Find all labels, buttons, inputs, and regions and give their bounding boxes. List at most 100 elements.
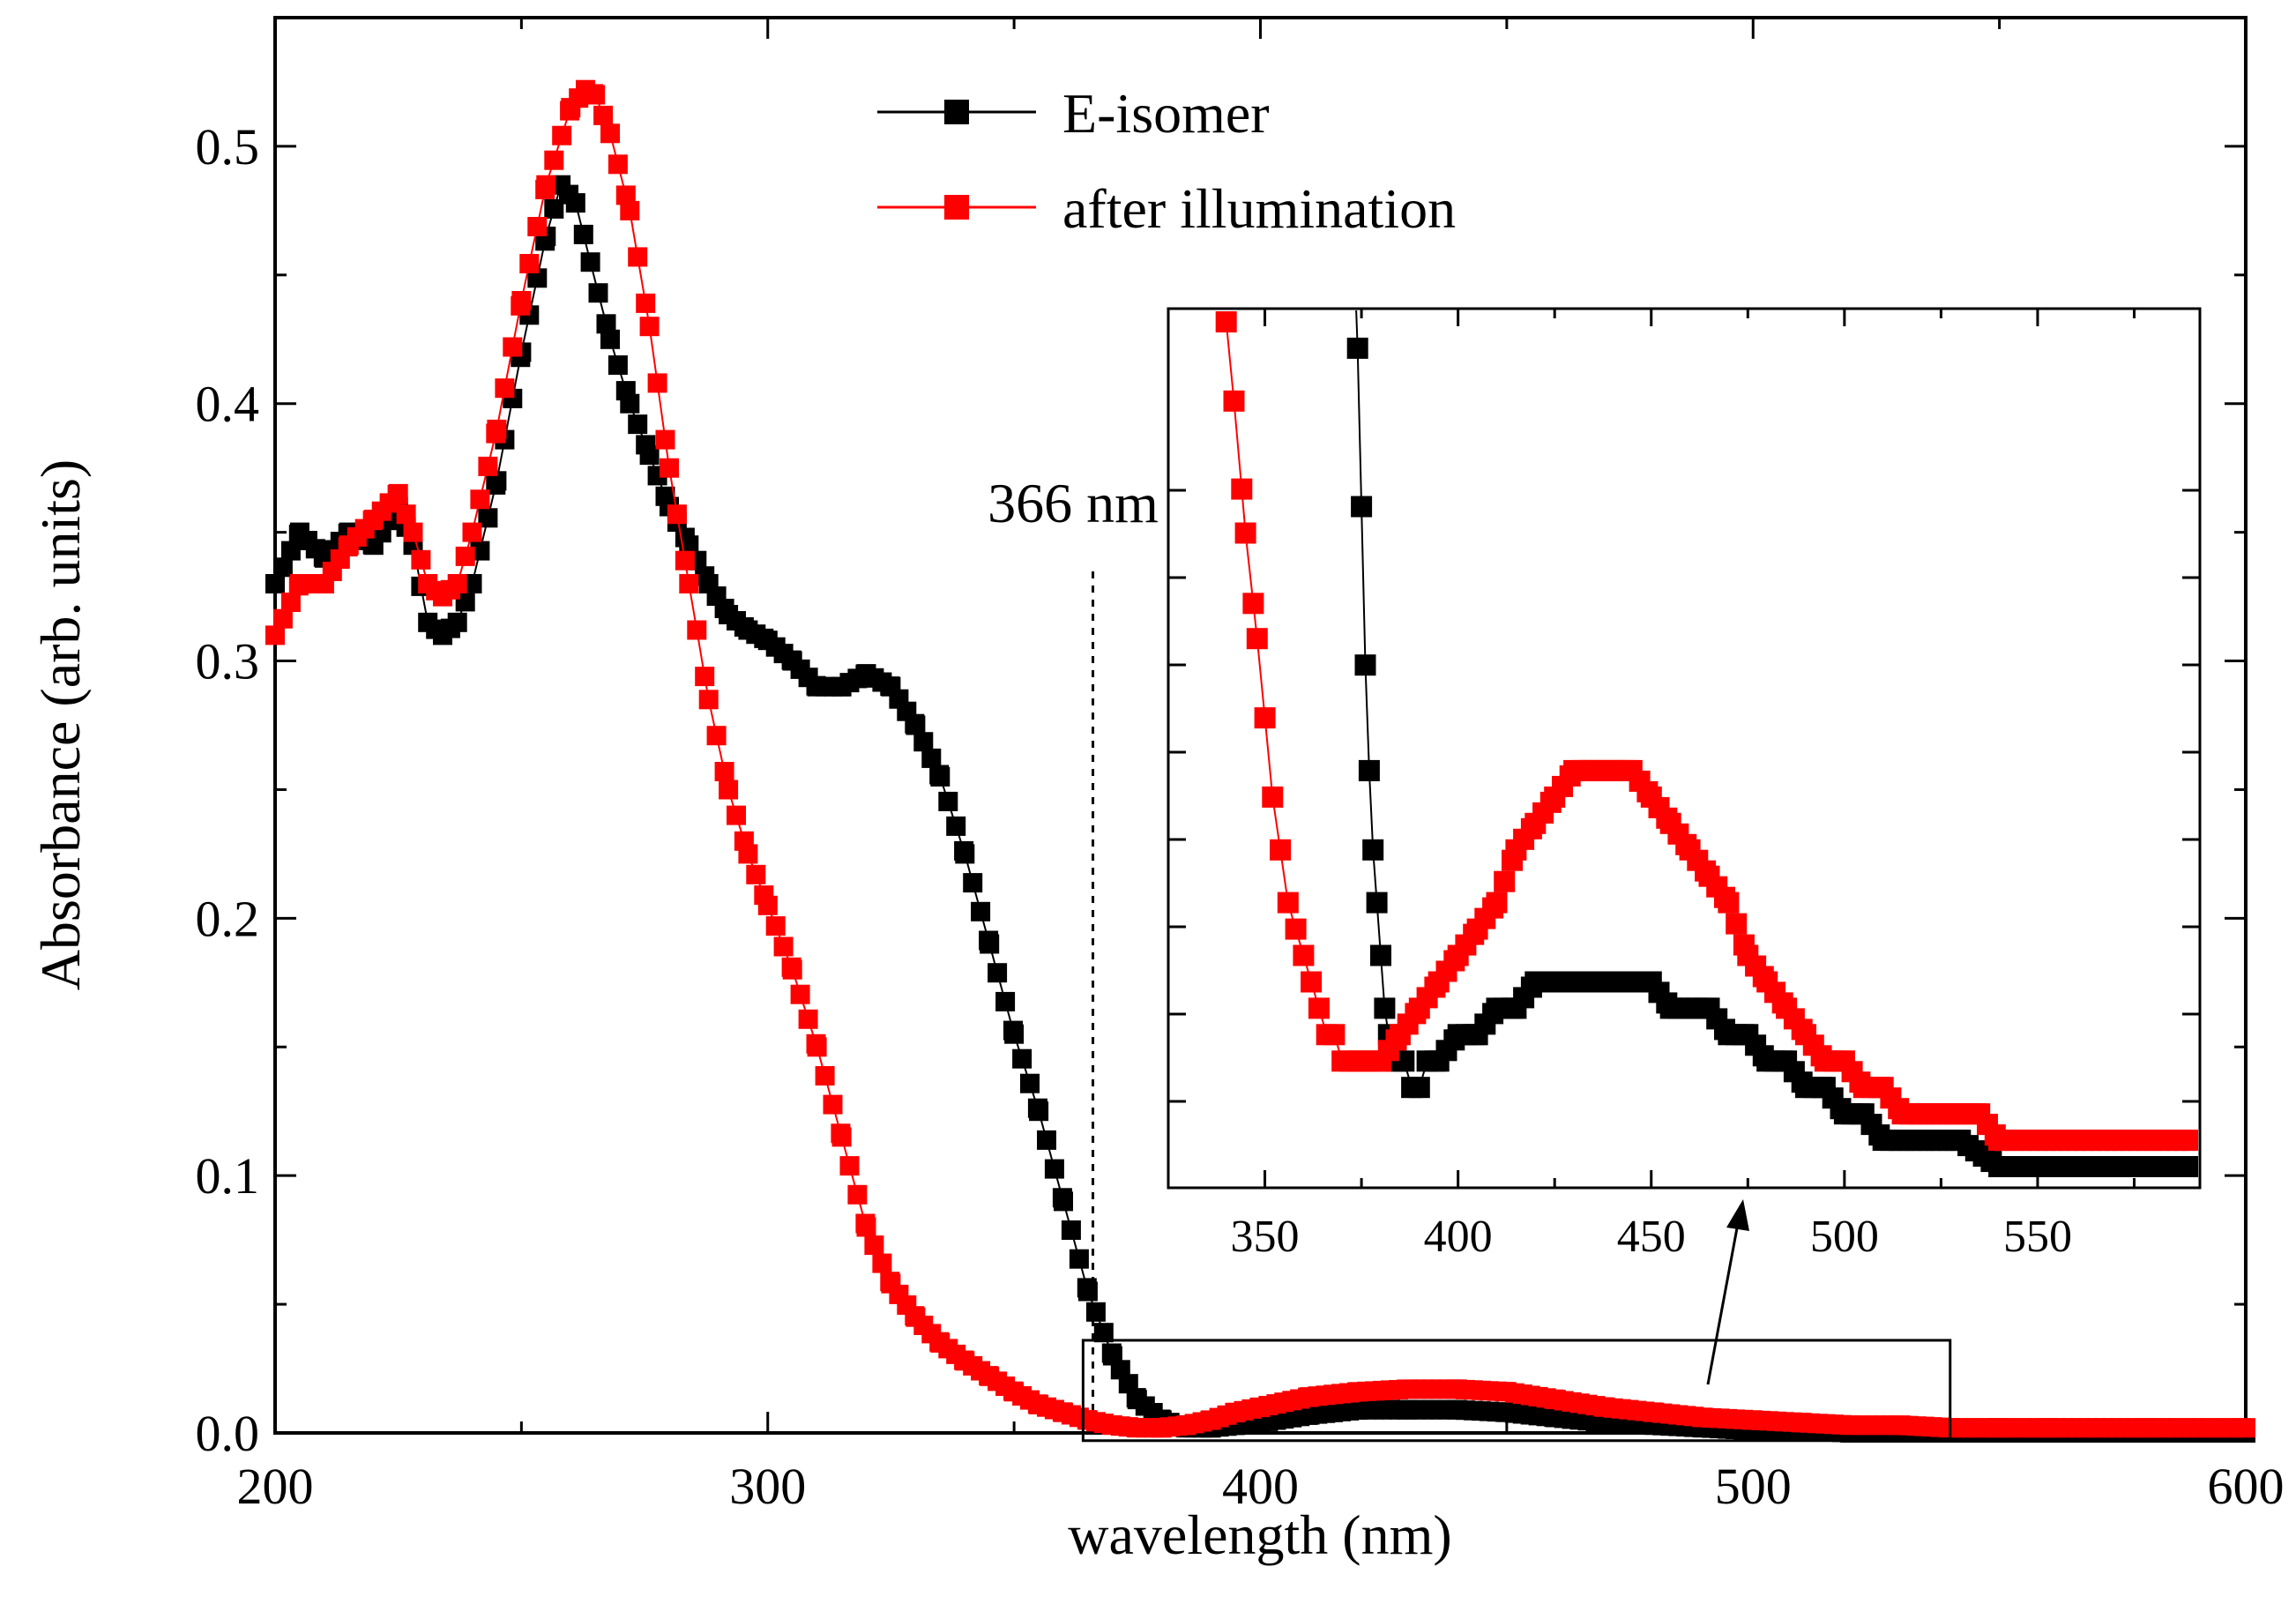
data-point bbox=[2236, 1418, 2255, 1438]
data-point bbox=[527, 217, 548, 236]
zoom-arrow-head bbox=[1726, 1199, 1749, 1231]
inset-data-point bbox=[1301, 971, 1323, 993]
inset-plot: 350 400 450 500 550 bbox=[1167, 307, 2202, 1262]
x-axis-title: wavelength (nm) bbox=[1068, 1503, 1451, 1566]
data-point bbox=[823, 1094, 843, 1115]
inset-data-point bbox=[1223, 390, 1245, 412]
legend-label-e-isomer: E-isomer bbox=[1062, 82, 1270, 145]
data-point bbox=[807, 1037, 827, 1057]
data-point bbox=[727, 805, 746, 825]
data-point bbox=[600, 329, 620, 349]
main-data-series bbox=[265, 79, 2255, 1443]
data-point bbox=[503, 337, 523, 357]
inset-x-tick-label: 550 bbox=[2003, 1212, 2072, 1262]
data-point bbox=[600, 123, 620, 144]
data-point bbox=[980, 934, 1000, 954]
data-point bbox=[639, 317, 660, 337]
data-point bbox=[757, 895, 778, 915]
data-point bbox=[946, 816, 966, 836]
inset-data-point bbox=[1726, 913, 1748, 935]
inset-data-point bbox=[1293, 944, 1315, 966]
data-point bbox=[856, 1217, 876, 1237]
data-point bbox=[478, 508, 498, 528]
y-axis-title: Absorbance (arb. units) bbox=[29, 459, 92, 990]
data-point bbox=[790, 984, 810, 1004]
data-point bbox=[988, 963, 1008, 983]
data-point bbox=[655, 429, 675, 450]
data-point bbox=[620, 200, 640, 220]
data-point bbox=[695, 667, 715, 687]
y-tick-label: 0.0 bbox=[196, 1405, 260, 1462]
data-point bbox=[1085, 1302, 1106, 1322]
data-point bbox=[746, 864, 766, 884]
zoom-region-box bbox=[1081, 1339, 1952, 1443]
data-point bbox=[660, 458, 679, 478]
data-point bbox=[628, 247, 648, 267]
y-tick-label: 0.1 bbox=[196, 1147, 260, 1205]
data-point bbox=[478, 456, 498, 476]
inset-data-point bbox=[1308, 997, 1330, 1019]
data-point bbox=[913, 732, 934, 752]
main-y-tick-labels: 0.0 0.1 0.2 0.3 0.4 0.5 bbox=[196, 118, 260, 1462]
data-point bbox=[280, 593, 301, 612]
inset-data-point bbox=[1254, 707, 1276, 729]
inset-data-point bbox=[1262, 786, 1284, 808]
inset-series-after-illumination bbox=[1215, 311, 2198, 1152]
data-point bbox=[963, 873, 983, 893]
data-point bbox=[847, 1184, 868, 1205]
data-point bbox=[864, 1235, 884, 1256]
data-point bbox=[798, 1009, 818, 1029]
inset-data-point bbox=[1408, 1077, 1430, 1099]
data-point bbox=[675, 550, 695, 571]
data-point bbox=[1012, 1048, 1032, 1069]
data-point bbox=[1029, 1101, 1049, 1122]
data-point bbox=[565, 193, 585, 213]
data-point bbox=[1044, 1159, 1064, 1179]
data-point bbox=[765, 916, 786, 936]
data-point bbox=[647, 373, 667, 393]
data-point bbox=[411, 549, 431, 570]
data-point bbox=[447, 612, 467, 632]
inset-data-point bbox=[1486, 892, 1508, 914]
data-point bbox=[995, 991, 1016, 1011]
inset-data-point bbox=[1366, 892, 1388, 914]
main-x-tick-labels: 200 300 400 500 600 bbox=[237, 1458, 2285, 1515]
data-point bbox=[714, 762, 734, 781]
data-point bbox=[938, 791, 958, 811]
inset-x-tick-label: 350 bbox=[1231, 1212, 1300, 1262]
inset-data-point bbox=[1323, 1024, 1346, 1046]
data-point bbox=[511, 291, 532, 310]
y-tick-label: 0.3 bbox=[196, 633, 260, 690]
data-point bbox=[608, 154, 628, 175]
data-point bbox=[1020, 1073, 1040, 1093]
data-point bbox=[719, 780, 739, 800]
inset-data-point bbox=[1494, 870, 1516, 892]
inset-data-point bbox=[1215, 311, 1237, 332]
legend: E-isomer after illumination bbox=[877, 82, 1456, 240]
inset-data-point bbox=[1234, 522, 1256, 544]
inset-data-point bbox=[1351, 496, 1373, 518]
data-point bbox=[738, 844, 758, 864]
data-point bbox=[1054, 1191, 1073, 1212]
x-tick-label: 400 bbox=[1222, 1458, 1299, 1515]
zoom-arrow-line bbox=[1706, 1218, 1741, 1385]
data-point bbox=[687, 620, 707, 640]
data-point bbox=[628, 414, 648, 435]
data-point bbox=[544, 150, 564, 170]
data-point bbox=[1061, 1220, 1081, 1240]
data-point bbox=[831, 1127, 852, 1147]
inset-data-point bbox=[1242, 593, 1264, 615]
data-point bbox=[265, 574, 285, 593]
inset-plot-frame bbox=[1167, 307, 2202, 1190]
data-point bbox=[698, 690, 719, 710]
inset-data-point bbox=[2181, 1156, 2198, 1177]
data-point bbox=[636, 293, 656, 313]
data-point bbox=[536, 175, 556, 195]
data-point bbox=[552, 125, 572, 145]
data-point bbox=[1069, 1249, 1089, 1269]
data-point bbox=[462, 574, 482, 593]
data-point bbox=[462, 522, 482, 542]
data-point bbox=[955, 844, 975, 864]
data-point bbox=[872, 1253, 892, 1273]
